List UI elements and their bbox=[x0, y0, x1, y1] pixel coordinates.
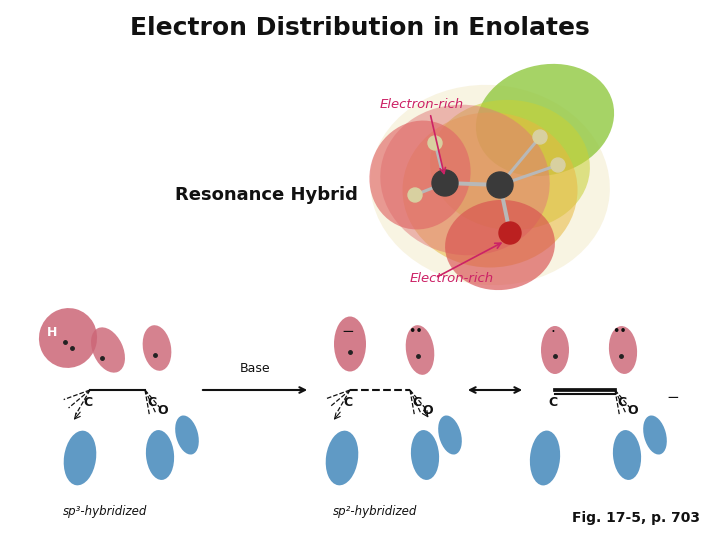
Text: ·: · bbox=[551, 325, 555, 340]
Ellipse shape bbox=[530, 430, 560, 485]
Ellipse shape bbox=[541, 326, 569, 374]
Text: C: C bbox=[617, 396, 626, 409]
Text: C: C bbox=[343, 396, 353, 409]
Text: C: C bbox=[147, 396, 156, 409]
Ellipse shape bbox=[402, 112, 577, 267]
Text: ••: •• bbox=[613, 326, 627, 339]
Text: sp²-hybridized: sp²-hybridized bbox=[333, 505, 417, 518]
Ellipse shape bbox=[91, 327, 125, 373]
Text: Resonance Hybrid: Resonance Hybrid bbox=[175, 186, 358, 204]
Ellipse shape bbox=[476, 64, 614, 176]
Text: Electron Distribution in Enolates: Electron Distribution in Enolates bbox=[130, 16, 590, 40]
Circle shape bbox=[432, 170, 458, 196]
Text: O: O bbox=[158, 404, 168, 417]
Text: Electron-rich: Electron-rich bbox=[380, 98, 464, 111]
Ellipse shape bbox=[643, 415, 667, 455]
Text: ••: •• bbox=[408, 326, 423, 339]
Ellipse shape bbox=[63, 431, 96, 485]
Circle shape bbox=[428, 136, 442, 150]
Text: Base: Base bbox=[240, 362, 270, 375]
Ellipse shape bbox=[613, 430, 641, 480]
Circle shape bbox=[551, 158, 565, 172]
Circle shape bbox=[487, 172, 513, 198]
Ellipse shape bbox=[175, 415, 199, 455]
Circle shape bbox=[499, 222, 521, 244]
Text: H: H bbox=[47, 326, 57, 339]
Ellipse shape bbox=[146, 430, 174, 480]
Ellipse shape bbox=[325, 431, 359, 485]
Circle shape bbox=[533, 130, 547, 144]
Ellipse shape bbox=[411, 430, 439, 480]
Ellipse shape bbox=[405, 325, 434, 375]
Text: O: O bbox=[423, 404, 433, 417]
Text: C: C bbox=[412, 396, 421, 409]
Ellipse shape bbox=[445, 200, 555, 290]
Text: Fig. 17-5, p. 703: Fig. 17-5, p. 703 bbox=[572, 511, 700, 525]
Text: Electron-rich: Electron-rich bbox=[410, 272, 494, 285]
Ellipse shape bbox=[370, 85, 610, 285]
Ellipse shape bbox=[143, 325, 171, 371]
Ellipse shape bbox=[369, 120, 471, 230]
Ellipse shape bbox=[380, 105, 549, 255]
Circle shape bbox=[408, 188, 422, 202]
Ellipse shape bbox=[334, 316, 366, 372]
Text: −: − bbox=[341, 325, 354, 340]
Text: sp³-hybridized: sp³-hybridized bbox=[63, 505, 147, 518]
Ellipse shape bbox=[609, 326, 637, 374]
Text: O: O bbox=[628, 404, 639, 417]
Text: −: − bbox=[667, 390, 680, 406]
Ellipse shape bbox=[438, 415, 462, 455]
Text: C: C bbox=[549, 396, 557, 409]
Ellipse shape bbox=[39, 308, 97, 368]
Ellipse shape bbox=[430, 100, 590, 230]
Text: C: C bbox=[84, 396, 93, 409]
